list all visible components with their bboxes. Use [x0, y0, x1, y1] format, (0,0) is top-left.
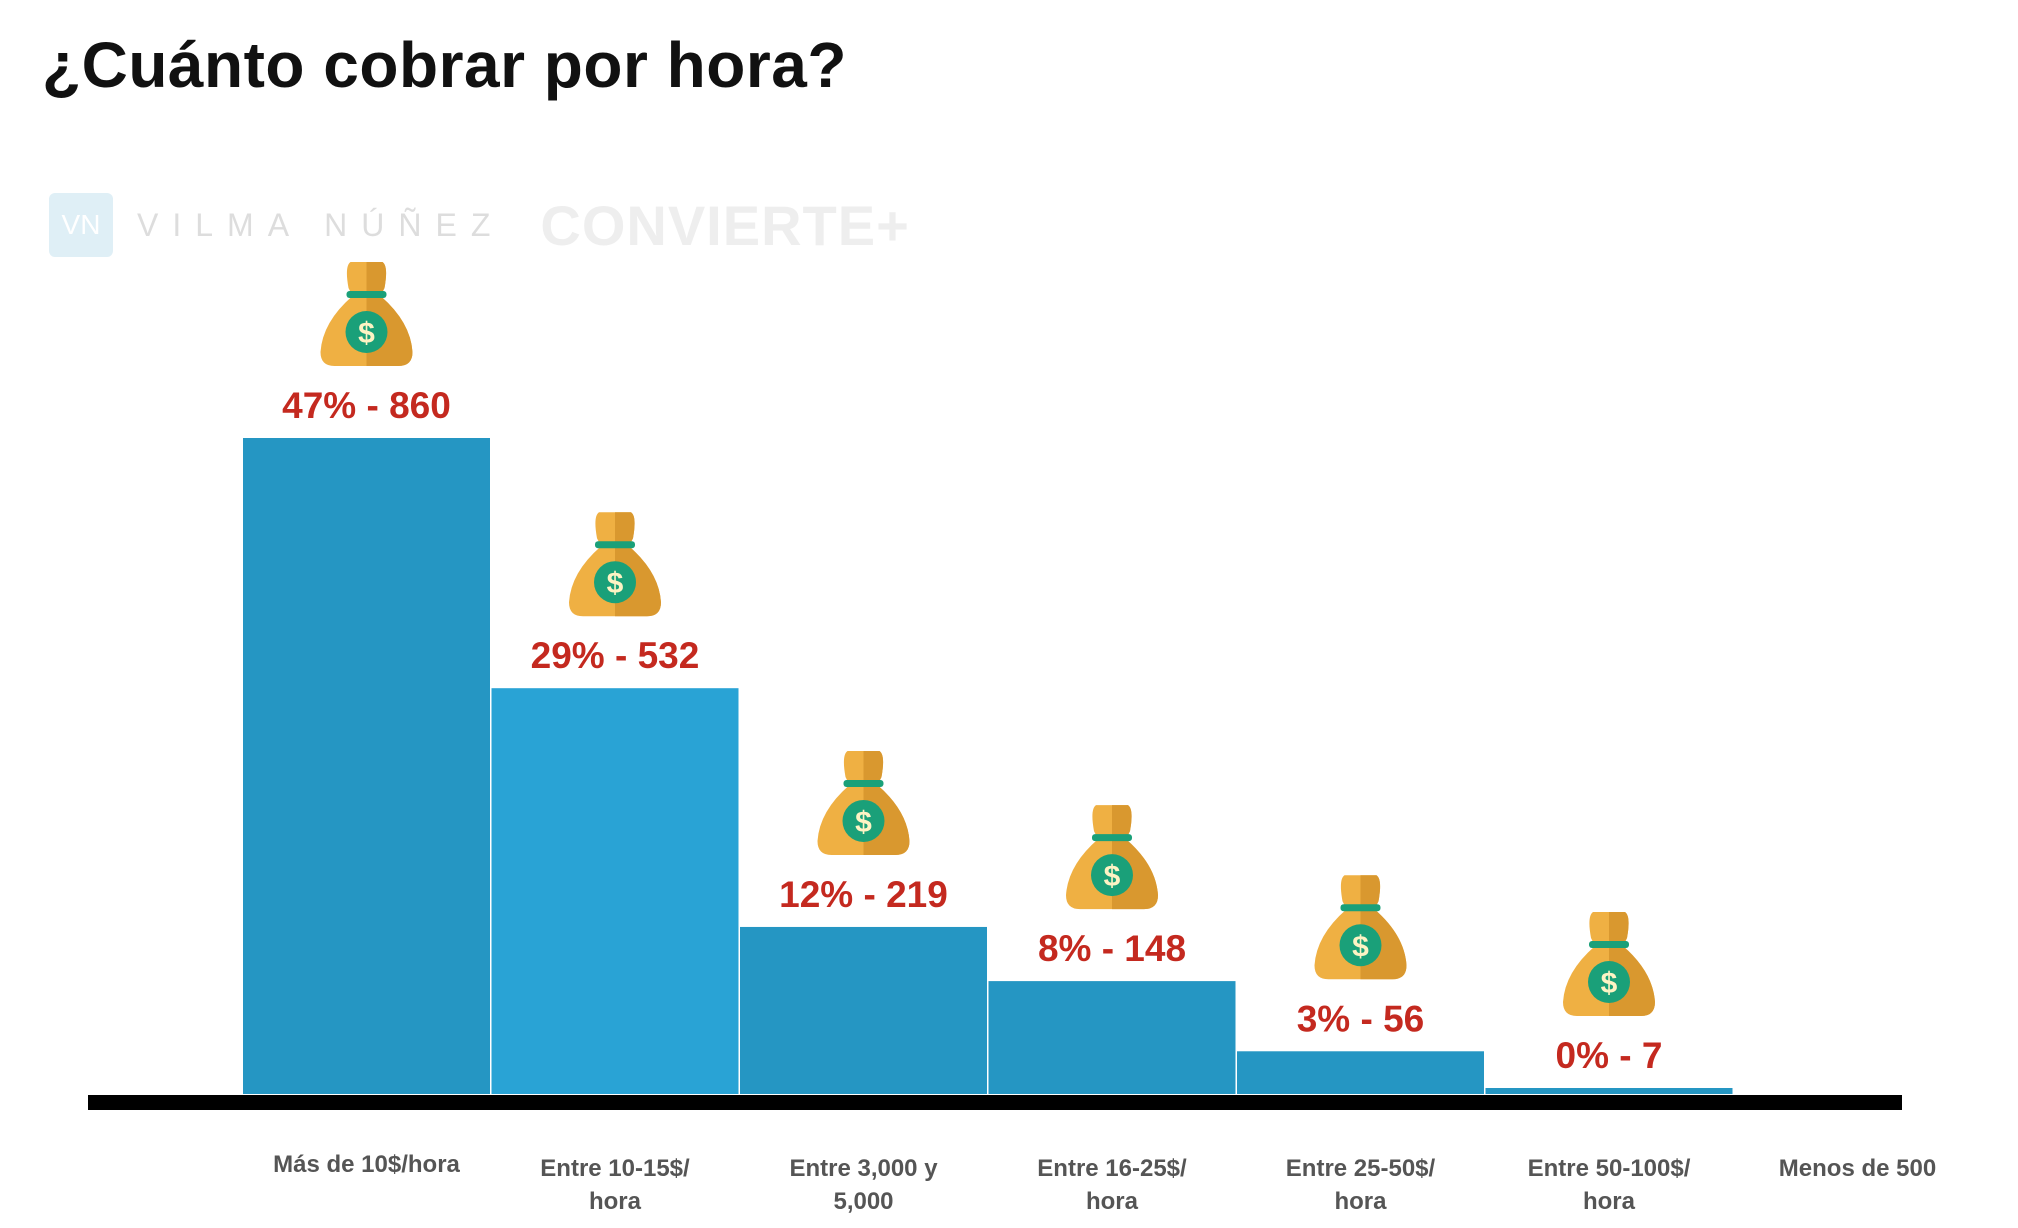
money-bag-icon: $ [1066, 805, 1158, 910]
category-label: Más de 10$/hora [273, 1151, 460, 1178]
category-label: Entre 10-15$/ [540, 1155, 690, 1182]
watermark-logo: VN VILMA NÚÑEZ CONVIERTE+ [49, 193, 910, 257]
data-label: 12% - 219 [779, 874, 948, 915]
category-label: Menos de 500 [1779, 1155, 1936, 1182]
money-bag-icon: $ [1563, 912, 1655, 1016]
svg-text:$: $ [1601, 967, 1618, 1000]
svg-text:$: $ [855, 806, 872, 839]
money-bag-icon: $ [817, 750, 910, 855]
money-bag-icon: $ [569, 512, 661, 617]
svg-text:$: $ [358, 317, 375, 350]
svg-text:$: $ [607, 567, 624, 600]
category-label: 5,000 [833, 1188, 893, 1215]
logo-mark: VN [49, 193, 113, 257]
page-title: ¿Cuánto cobrar por hora? [42, 29, 847, 101]
data-label: 8% - 148 [1038, 928, 1186, 969]
svg-text:$: $ [1352, 930, 1369, 963]
category-label: hora [589, 1188, 642, 1215]
category-label: Entre 50-100$/ [1528, 1155, 1691, 1182]
data-label: 0% - 7 [1556, 1035, 1663, 1076]
category-label: Entre 25-50$/ [1286, 1155, 1436, 1182]
money-bag-icon: $ [1314, 875, 1407, 980]
category-label: hora [1086, 1188, 1139, 1215]
category-label: hora [1583, 1188, 1636, 1215]
data-label: 3% - 56 [1297, 998, 1425, 1039]
x-axis-line [88, 1095, 1902, 1110]
bar [1485, 1088, 1733, 1094]
bar [491, 688, 739, 1094]
bar [243, 438, 490, 1094]
category-label: Entre 3,000 y [789, 1155, 938, 1182]
logo-brand: CONVIERTE+ [540, 193, 910, 257]
bar [988, 981, 1236, 1094]
category-label: Entre 16-25$/ [1037, 1155, 1187, 1182]
money-bag-icon: $ [320, 262, 413, 366]
category-label: hora [1334, 1188, 1387, 1215]
logo-name: VILMA NÚÑEZ [137, 206, 505, 243]
svg-text:$: $ [1104, 860, 1121, 893]
data-label: 47% - 860 [282, 385, 451, 426]
bar [1237, 1051, 1484, 1094]
data-label: 29% - 532 [531, 635, 700, 676]
bar [740, 926, 987, 1094]
